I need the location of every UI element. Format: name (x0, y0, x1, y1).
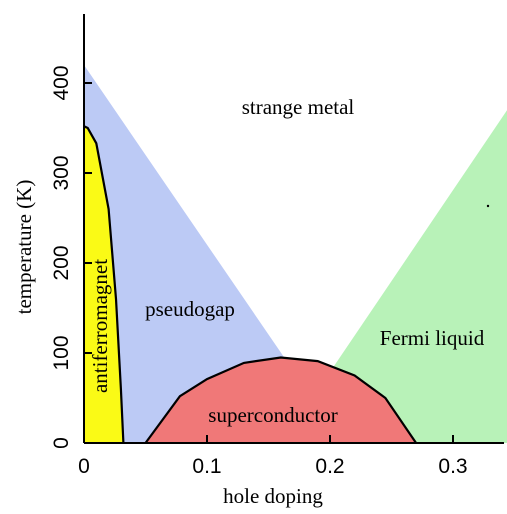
strange-metal-label: strange metal (242, 95, 355, 119)
y-tick-label: 300 (50, 155, 73, 190)
pseudogap-region (84, 65, 285, 443)
superconductor-label: superconductor (208, 403, 337, 427)
superconductor-region (145, 357, 417, 443)
x-axis-title: hole doping (223, 484, 323, 508)
y-tick-label: 400 (50, 65, 73, 100)
x-tick-label: 0.2 (315, 455, 344, 478)
antiferromagnet-boundary-line (83, 125, 125, 444)
antiferromagnet-label: antiferromagnet (88, 259, 112, 393)
pseudogap-label: pseudogap (145, 297, 235, 321)
fermi-liquid-region (333, 110, 507, 443)
y-axis-title: temperature (K) (12, 180, 36, 315)
x-tick-label: 0.3 (438, 455, 467, 478)
y-tick-label: 0 (50, 437, 73, 449)
superconductor-dome-line (144, 356, 418, 444)
fermi-liquid-label: Fermi liquid (380, 326, 485, 350)
x-tick-label: 0 (78, 455, 90, 478)
x-tick-label: 0.1 (192, 455, 221, 478)
y-tick-label: 200 (50, 245, 73, 280)
antiferromagnet-region (84, 126, 124, 443)
x-axis-ticks: 0 0.1 0.2 0.3 (78, 435, 468, 478)
y-axis-ticks: 0 100 200 300 400 (50, 65, 92, 449)
y-tick-label: 100 (50, 335, 73, 370)
stray-dot (486, 204, 490, 208)
